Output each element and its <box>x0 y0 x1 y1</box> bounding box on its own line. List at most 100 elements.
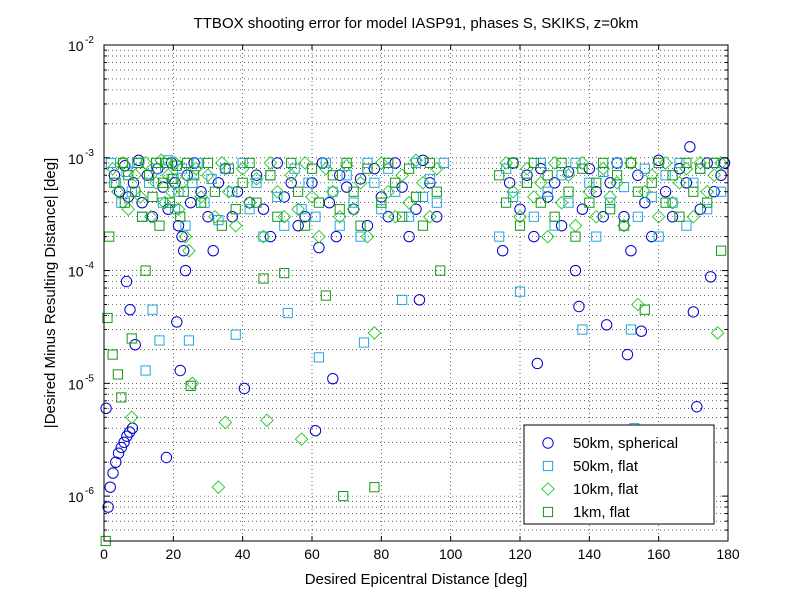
data-point <box>244 204 255 215</box>
data-point <box>577 163 588 174</box>
data-point <box>694 203 706 215</box>
data-point <box>431 211 443 223</box>
data-point <box>341 157 352 169</box>
data-point <box>704 271 717 283</box>
data-point <box>618 220 630 231</box>
data-point <box>133 157 144 169</box>
x-tick-label: 100 <box>439 546 463 562</box>
data-point <box>535 197 546 208</box>
data-point <box>630 297 645 312</box>
data-point <box>164 197 175 208</box>
data-point <box>417 191 429 202</box>
data-point <box>507 191 519 202</box>
data-point <box>388 209 403 224</box>
data-point <box>257 203 270 215</box>
x-tick-label: 40 <box>235 546 251 562</box>
data-point <box>184 196 197 209</box>
data-point <box>674 157 685 169</box>
x-tick-label: 160 <box>647 546 671 562</box>
data-points <box>100 141 731 547</box>
data-point <box>251 197 262 208</box>
data-point <box>140 265 151 276</box>
data-point <box>353 175 368 190</box>
data-point <box>154 220 165 231</box>
legend-entry: 50km, spherical <box>542 435 678 452</box>
data-point <box>338 491 349 502</box>
data-point <box>249 171 264 186</box>
data-point <box>237 157 248 169</box>
data-point <box>116 392 127 403</box>
legend-label: 10km, flat <box>573 481 639 498</box>
data-point <box>258 231 269 242</box>
data-point <box>291 202 306 217</box>
data-point <box>178 229 193 244</box>
data-point <box>533 175 548 190</box>
data-point <box>299 211 311 223</box>
data-point <box>667 170 678 181</box>
data-point <box>318 161 333 176</box>
data-point <box>293 186 304 197</box>
data-point <box>168 173 179 184</box>
data-point <box>575 156 590 170</box>
data-point <box>120 275 133 288</box>
data-point <box>382 211 394 223</box>
y-tick-label-base: 10 <box>68 264 84 280</box>
data-point <box>549 211 560 222</box>
data-point <box>251 177 262 188</box>
data-point <box>201 168 215 183</box>
data-point <box>688 186 699 197</box>
data-point <box>206 173 217 184</box>
data-point <box>112 369 123 380</box>
data-point <box>554 195 569 210</box>
data-point <box>354 173 367 185</box>
data-point <box>397 294 408 305</box>
data-point <box>175 211 186 222</box>
data-point <box>279 220 290 231</box>
data-point <box>211 480 226 495</box>
data-point <box>256 229 271 244</box>
data-point <box>298 156 312 170</box>
data-point <box>146 211 159 223</box>
data-point <box>563 197 574 208</box>
data-point <box>228 218 243 233</box>
data-point <box>179 264 192 277</box>
data-point <box>605 204 616 215</box>
data-point <box>126 333 137 344</box>
data-point <box>403 163 415 174</box>
legend-marker <box>542 506 554 518</box>
data-point <box>130 186 141 197</box>
data-point <box>499 156 514 170</box>
data-point <box>188 157 200 169</box>
data-point <box>687 306 700 318</box>
data-point <box>117 157 129 169</box>
data-point <box>659 186 672 198</box>
data-point <box>583 163 596 175</box>
data-point <box>213 215 224 226</box>
data-point <box>202 157 214 169</box>
data-point <box>327 372 339 385</box>
x-tick-label: 0 <box>100 546 108 562</box>
data-point <box>214 156 229 170</box>
data-point <box>506 184 520 199</box>
data-point <box>176 230 188 243</box>
data-point <box>107 467 119 479</box>
data-point <box>665 195 680 210</box>
data-point <box>124 410 139 425</box>
data-point <box>556 157 567 169</box>
data-point <box>494 231 505 242</box>
data-point <box>570 157 581 169</box>
data-point <box>218 415 233 430</box>
data-point <box>260 413 274 428</box>
data-point <box>535 163 547 175</box>
data-point <box>127 177 140 189</box>
data-point <box>312 229 326 244</box>
data-point <box>161 157 172 169</box>
data-point <box>526 189 541 204</box>
data-point <box>165 157 178 169</box>
data-point <box>531 357 544 370</box>
data-point <box>207 245 219 257</box>
data-point <box>513 209 527 224</box>
data-point <box>223 163 234 174</box>
chart-title: TTBOX shooting error for model IASP91, p… <box>194 15 639 32</box>
